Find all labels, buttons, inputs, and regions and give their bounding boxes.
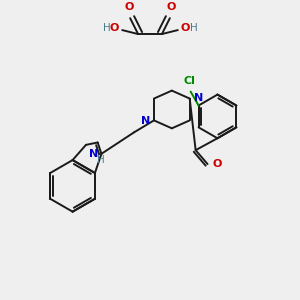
Text: O: O (166, 2, 176, 12)
Text: O: O (181, 23, 190, 33)
Text: O: O (124, 2, 134, 12)
Text: N: N (89, 149, 98, 159)
Text: H: H (190, 23, 197, 33)
Text: O: O (212, 159, 222, 169)
Text: N: N (194, 93, 203, 103)
Text: O: O (110, 23, 119, 33)
Text: H: H (97, 155, 105, 165)
Text: N: N (141, 116, 150, 126)
Text: H: H (103, 23, 110, 33)
Text: Cl: Cl (184, 76, 196, 86)
